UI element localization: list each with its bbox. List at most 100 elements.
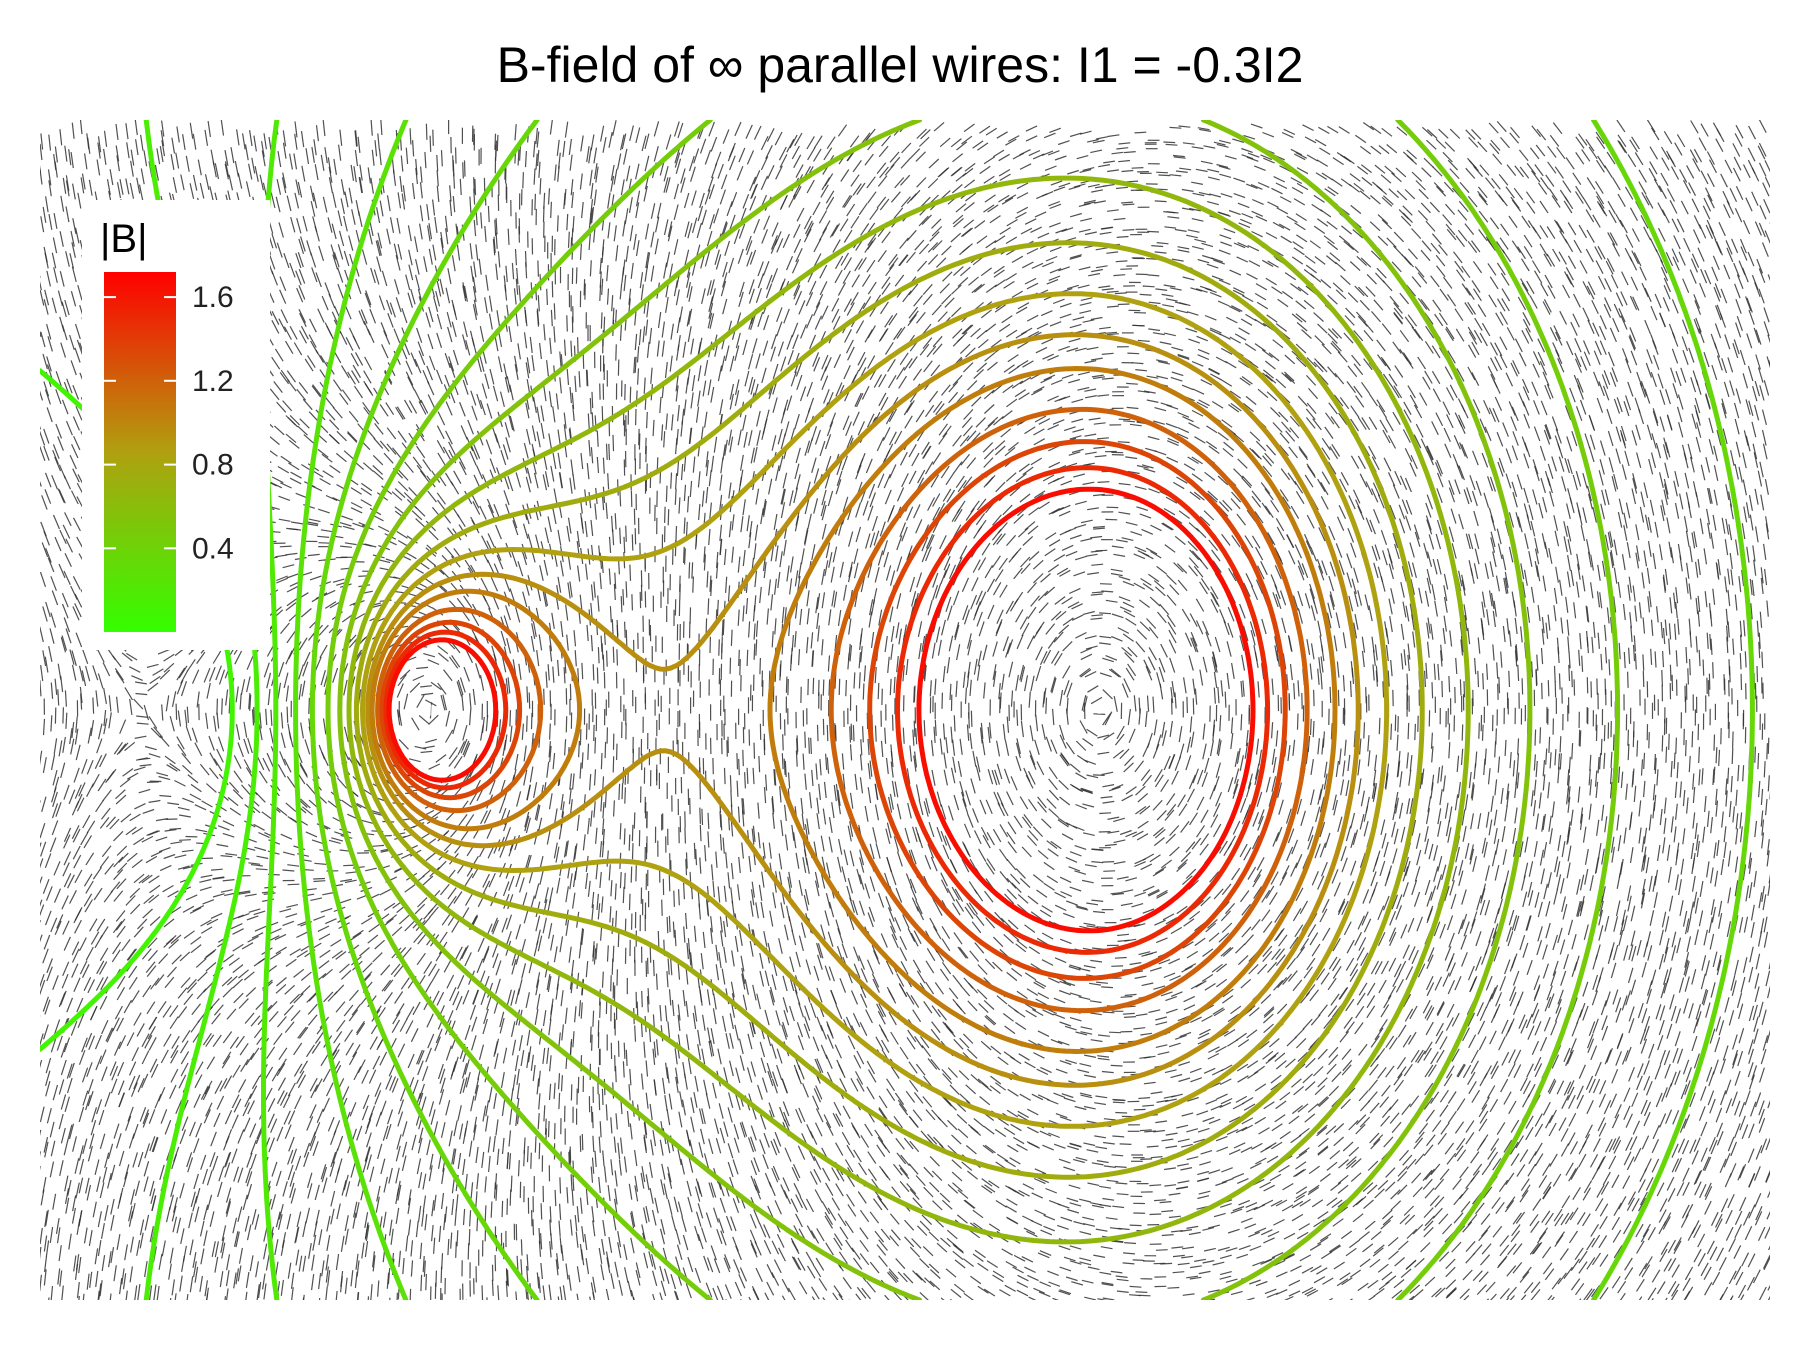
field-segment-4204 bbox=[597, 647, 600, 664]
field-segment-2151 bbox=[318, 245, 325, 261]
field-segment-3845 bbox=[558, 1220, 561, 1237]
field-segment-2917 bbox=[420, 750, 433, 754]
field-segment-1397 bbox=[216, 748, 224, 763]
field-segment-4155 bbox=[590, 182, 594, 199]
field-segment-1282 bbox=[214, 1256, 219, 1273]
field-segment-2233 bbox=[327, 217, 333, 233]
field-segment-2556 bbox=[367, 167, 371, 184]
field-segment-1436 bbox=[224, 163, 229, 180]
field-segment-2119 bbox=[322, 718, 327, 735]
field-segment-4254 bbox=[601, 1088, 604, 1106]
field-segment-53 bbox=[32, 507, 37, 522]
field-segment-124 bbox=[48, 645, 53, 662]
field-segment-4822 bbox=[685, 968, 689, 985]
field-segment-392 bbox=[75, 227, 80, 244]
field-segment-4900 bbox=[693, 1005, 698, 1022]
field-segment-2651 bbox=[385, 1123, 392, 1140]
field-segment-2972 bbox=[430, 1109, 436, 1125]
field-segment-2779 bbox=[397, 430, 407, 443]
field-segment-1047 bbox=[173, 1197, 178, 1213]
field-segment-1136 bbox=[180, 1051, 190, 1065]
field-segment-4115 bbox=[589, 774, 592, 791]
field-segment-4623 bbox=[650, 367, 653, 384]
field-segment-2840 bbox=[416, 694, 425, 708]
field-segment-1039 bbox=[160, 130, 165, 147]
field-segment-796 bbox=[136, 177, 141, 194]
field-segment-2251 bbox=[336, 1135, 344, 1151]
field-segment-3038 bbox=[440, 150, 443, 167]
field-segment-2300 bbox=[332, 407, 343, 419]
field-segment-388 bbox=[77, 284, 83, 301]
field-segment-2538 bbox=[373, 437, 384, 449]
field-segment-2802 bbox=[410, 1260, 414, 1277]
field-segment-1145 bbox=[183, 930, 195, 939]
field-segment-799 bbox=[134, 120, 138, 136]
field-segment-2937 bbox=[422, 459, 432, 472]
field-segment-1468 bbox=[220, 889, 233, 893]
field-segment-2084 bbox=[318, 1229, 323, 1246]
field-segment-4984 bbox=[702, 931, 706, 949]
field-segment-3084 bbox=[438, 652, 449, 662]
field-segment-724 bbox=[139, 1232, 144, 1249]
field-segment-1766 bbox=[275, 1211, 281, 1228]
field-segment-2053 bbox=[308, 518, 321, 523]
field-segment-4273 bbox=[602, 802, 605, 819]
field-segment-4123 bbox=[581, 662, 584, 680]
field-segment-1359 bbox=[207, 120, 211, 137]
field-segment-3617 bbox=[520, 1050, 525, 1067]
field-segment-97 bbox=[50, 1037, 57, 1053]
field-segment-3976 bbox=[570, 459, 574, 476]
field-segment-1400 bbox=[221, 698, 223, 715]
field-segment-2264 bbox=[331, 950, 343, 959]
field-segment-1643 bbox=[246, 655, 254, 670]
field-segment-4936 bbox=[697, 471, 701, 488]
field-segment-199 bbox=[65, 712, 68, 729]
field-segment-3533 bbox=[509, 1108, 513, 1125]
field-segment-318 bbox=[68, 149, 72, 166]
field-segment-186 bbox=[56, 914, 64, 929]
field-segment-4987 bbox=[706, 899, 709, 916]
field-segment-3057 bbox=[445, 1045, 452, 1061]
field-segment-3867 bbox=[549, 887, 554, 904]
field-segment-1931 bbox=[288, 1136, 295, 1152]
field-segment-188 bbox=[53, 888, 62, 903]
field-segment-4957 bbox=[688, 155, 695, 172]
field-segment-972 bbox=[164, 1119, 172, 1135]
field-segment-1557 bbox=[237, 742, 244, 758]
field-segment-504 bbox=[99, 947, 109, 962]
field-segment-408 bbox=[85, 1177, 90, 1194]
field-segment-563 bbox=[110, 1247, 115, 1264]
field-segment-1294 bbox=[202, 1086, 211, 1101]
field-segment-3153 bbox=[458, 814, 468, 827]
field-segment-1902 bbox=[279, 372, 290, 385]
field-segment-420 bbox=[89, 1006, 98, 1021]
field-segment-1598 bbox=[244, 144, 249, 161]
field-segment-1767 bbox=[270, 1194, 277, 1210]
field-segment-1916 bbox=[282, 172, 287, 189]
field-segment-2382 bbox=[347, 371, 356, 385]
field-segment-1002 bbox=[159, 669, 171, 680]
field-segment-1045 bbox=[176, 1217, 182, 1234]
field-segment-1832 bbox=[271, 233, 278, 249]
field-segment-3 bbox=[40, 1246, 42, 1260]
field-segment-4724 bbox=[675, 1229, 681, 1245]
field-segment-3900 bbox=[552, 406, 556, 423]
field-segment-3935 bbox=[560, 1075, 563, 1092]
field-segment-1938 bbox=[298, 1026, 309, 1039]
field-segment-3775 bbox=[538, 1070, 541, 1087]
field-segment-918 bbox=[150, 727, 162, 739]
field-segment-1198 bbox=[182, 134, 186, 150]
field-segment-1617 bbox=[250, 1047, 260, 1061]
field-segment-2996 bbox=[428, 763, 441, 770]
field-segment-4904 bbox=[687, 938, 691, 955]
field-segment-1481 bbox=[235, 686, 239, 703]
field-segment-957 bbox=[156, 148, 161, 165]
field-segment-2349 bbox=[345, 871, 358, 874]
field-segment-3132 bbox=[453, 1120, 458, 1137]
field-segment-4461 bbox=[629, 386, 632, 403]
field-segment-3997 bbox=[558, 152, 561, 169]
field-segment-2134 bbox=[318, 508, 330, 514]
field-segment-814 bbox=[137, 1077, 145, 1093]
field-segment-3266 bbox=[463, 321, 468, 338]
field-segment-1560 bbox=[239, 693, 242, 710]
